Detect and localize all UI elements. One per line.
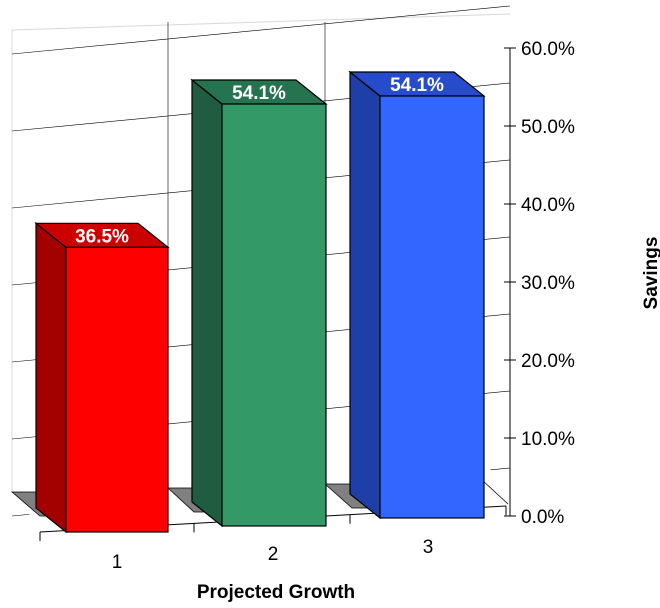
y-tick-label: 30.0% [521,273,575,294]
bar: 54.1% [190,78,328,528]
floor-segment [481,479,509,505]
y-axis-title: Savings [641,237,660,310]
bar: 54.1% [348,70,486,520]
y-tick-label: 40.0% [521,195,575,216]
y-tick-label: 60.0% [521,39,575,60]
bar: 36.5% [34,222,170,534]
gridline [11,5,511,55]
bar-value-label: 36.5% [75,226,129,247]
bar-side [191,78,223,528]
x-axis-title: Projected Growth [197,582,355,603]
bars: 36.5% 54.1% 54.1% [34,70,486,534]
y-tick-label: 10.0% [521,429,575,450]
bar-front [65,246,169,533]
bar-side [349,70,381,520]
y-axis: 0.0% 10.0% 20.0% 30.0% 40.0% 50.0% 60.0% [504,39,575,528]
x-axis: 1 2 3 [39,506,507,573]
x-category-label: 1 [112,552,123,573]
bar-value-label: 54.1% [390,75,444,96]
bar-value-label: 54.1% [232,83,286,104]
x-category-label: 3 [423,537,434,558]
x-category-label: 2 [268,544,279,565]
y-tick-label: 0.0% [521,507,564,528]
back-wall-edge [11,13,511,492]
bar-side [35,222,67,534]
bar-front [221,103,327,527]
bar-front [379,95,485,519]
y-tick-label: 50.0% [521,117,575,138]
y-tick-label: 20.0% [521,351,575,372]
